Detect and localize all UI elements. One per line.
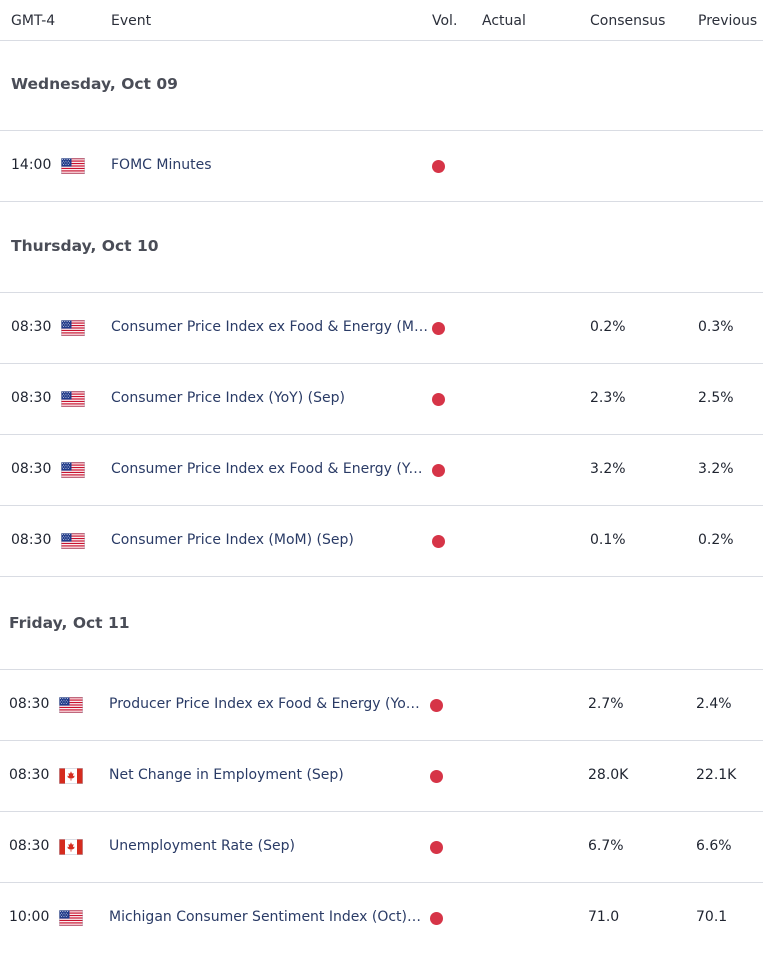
event-previous: 0.3% (698, 319, 734, 335)
us-flag-icon (59, 910, 83, 926)
event-consensus: 0.1% (590, 532, 626, 548)
event-name[interactable]: Michigan Consumer Sentiment Index (Oct)P… (109, 909, 427, 925)
day-title: Thursday, Oct 10 (11, 237, 159, 255)
event-time: 08:30 (11, 390, 52, 406)
event-consensus: 0.2% (590, 319, 626, 335)
event-name[interactable]: Consumer Price Index ex Food & Energy (Y… (111, 461, 429, 477)
timezone-header[interactable]: GMT-4 (11, 13, 56, 29)
event-row-core-ppi-yoy[interactable]: 08:30 Producer Price Index ex Food & Ene… (0, 670, 763, 741)
us-flag-icon (61, 391, 85, 407)
event-row-net-change-employment[interactable]: 08:30 Net Change in Employment (Sep) 28.… (0, 741, 763, 812)
event-consensus: 3.2% (590, 461, 626, 477)
event-time: 08:30 (9, 838, 50, 854)
day-heading-friday: Friday, Oct 11 (0, 577, 763, 670)
event-name[interactable]: Consumer Price Index (MoM) (Sep) (111, 532, 354, 548)
high-volatility-icon (432, 160, 445, 173)
event-previous: 2.4% (696, 696, 732, 712)
event-row-core-cpi-yoy[interactable]: 08:30 Consumer Price Index ex Food & Ene… (0, 435, 763, 506)
us-flag-icon (59, 697, 83, 713)
us-flag-icon (61, 533, 85, 549)
canada-flag-icon (59, 839, 83, 855)
event-row-core-cpi-mom[interactable]: 08:30 Consumer Price Index ex Food & Ene… (0, 293, 763, 364)
event-row-cpi-mom[interactable]: 08:30 Consumer Price Index (MoM) (Sep) 0… (0, 506, 763, 577)
event-name[interactable]: Consumer Price Index (YoY) (Sep) (111, 390, 345, 406)
high-volatility-icon (432, 393, 445, 406)
high-volatility-icon (430, 841, 443, 854)
high-volatility-icon (432, 464, 445, 477)
event-name[interactable]: Net Change in Employment (Sep) (109, 767, 344, 783)
day-heading-wednesday: Wednesday, Oct 09 (0, 41, 763, 131)
us-flag-icon (61, 462, 85, 478)
event-header[interactable]: Event (111, 13, 152, 29)
event-time: 10:00 (9, 909, 50, 925)
event-name[interactable]: Unemployment Rate (Sep) (109, 838, 295, 854)
high-volatility-icon (430, 770, 443, 783)
event-row-cpi-yoy[interactable]: 08:30 Consumer Price Index (YoY) (Sep) 2… (0, 364, 763, 435)
event-previous: 22.1K (696, 767, 737, 783)
high-volatility-icon (430, 699, 443, 712)
high-volatility-icon (430, 912, 443, 925)
table-header: GMT-4 Event Vol. Actual Consensus Previo… (0, 0, 763, 41)
event-time: 14:00 (11, 157, 52, 173)
event-row-fomc-minutes[interactable]: 14:00 FOMC Minutes (0, 131, 763, 202)
event-previous: 6.6% (696, 838, 732, 854)
event-previous: 0.2% (698, 532, 734, 548)
event-consensus: 6.7% (588, 838, 624, 854)
event-previous: 2.5% (698, 390, 734, 406)
event-time: 08:30 (9, 696, 50, 712)
event-time: 08:30 (11, 532, 52, 548)
event-row-unemployment-rate[interactable]: 08:30 Unemployment Rate (Sep) 6.7% 6.6% (0, 812, 763, 883)
event-name[interactable]: Producer Price Index ex Food & Energy (Y… (109, 696, 427, 712)
event-name[interactable]: Consumer Price Index ex Food & Energy (M… (111, 319, 429, 335)
event-time: 08:30 (11, 319, 52, 335)
previous-header[interactable]: Previous (698, 13, 758, 29)
event-consensus: 28.0K (588, 767, 629, 783)
canada-flag-icon (59, 768, 83, 784)
day-heading-thursday: Thursday, Oct 10 (0, 202, 763, 293)
event-previous: 70.1 (696, 909, 728, 925)
event-name[interactable]: FOMC Minutes (111, 157, 212, 173)
us-flag-icon (61, 158, 85, 174)
event-row-michigan-sentiment[interactable]: 10:00 Michigan Consumer Sentiment Index … (0, 883, 763, 953)
day-title: Friday, Oct 11 (9, 614, 130, 632)
event-time: 08:30 (9, 767, 50, 783)
actual-header[interactable]: Actual (482, 13, 526, 29)
us-flag-icon (61, 320, 85, 336)
event-previous: 3.2% (698, 461, 734, 477)
event-time: 08:30 (11, 461, 52, 477)
volatility-header[interactable]: Vol. (432, 13, 458, 29)
day-title: Wednesday, Oct 09 (11, 75, 178, 93)
event-consensus: 2.3% (590, 390, 626, 406)
high-volatility-icon (432, 322, 445, 335)
consensus-header[interactable]: Consensus (590, 13, 666, 29)
event-consensus: 71.0 (588, 909, 620, 925)
event-consensus: 2.7% (588, 696, 624, 712)
high-volatility-icon (432, 535, 445, 548)
